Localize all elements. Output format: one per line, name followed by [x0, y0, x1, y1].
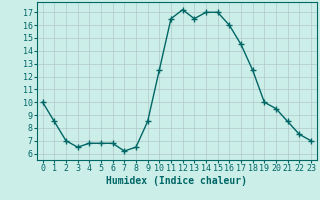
X-axis label: Humidex (Indice chaleur): Humidex (Indice chaleur): [106, 176, 247, 186]
